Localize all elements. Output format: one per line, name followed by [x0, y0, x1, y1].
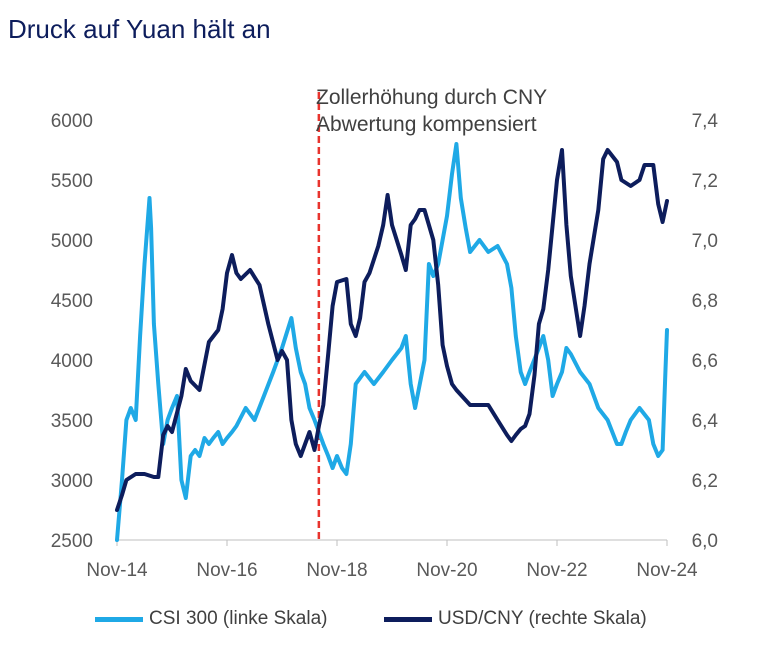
series-line-usdcny	[115, 148, 669, 512]
legend-swatch-usdcny	[384, 616, 432, 622]
annotation-label: Abwertung kompensiert	[316, 113, 537, 136]
legend-item-usdcny: USD/CNY (rechte Skala)	[384, 608, 647, 630]
y-left-tick-label: 5000	[51, 231, 93, 252]
legend-label-csi300: CSI 300 (linke Skala)	[149, 608, 328, 629]
y-right-tick-label: 6,6	[692, 351, 718, 372]
chart-title: Druck auf Yuan hält an	[8, 14, 271, 44]
y-left-tick-label: 2500	[51, 531, 93, 552]
y-right-tick-label: 6,8	[692, 291, 718, 312]
x-tick-label: Nov-22	[526, 560, 587, 581]
legend-swatch-csi300	[95, 616, 143, 622]
x-tick-label: Nov-20	[416, 560, 477, 581]
y-left-tick-label: 4500	[51, 291, 93, 312]
x-tick-label: Nov-16	[196, 560, 257, 581]
x-tick-label: Nov-18	[306, 560, 367, 581]
chart-area: 2500 3000 3500 4000 4500 5000 5500 6000 6,0 6,2 6,…	[51, 86, 719, 581]
y-right-tick-label: 7,4	[692, 111, 719, 132]
y-left-tick-label: 3000	[51, 471, 93, 492]
y-right-tick-label: 6,2	[692, 471, 718, 492]
x-tick-label: Nov-24	[636, 560, 698, 581]
y-right-tick-label: 6,4	[692, 411, 719, 432]
annotation-label: Zollerhöhung durch CNY	[316, 86, 547, 109]
y-left-tick-label: 3500	[51, 411, 93, 432]
y-right-tick-label: 7,2	[692, 171, 718, 192]
y-left-tick-label: 5500	[51, 171, 93, 192]
series-line-csi300	[115, 142, 669, 542]
y-right-tick-label: 7,0	[692, 231, 718, 252]
y-right-tick-label: 6,0	[692, 531, 718, 552]
legend-item-csi300: CSI 300 (linke Skala)	[95, 608, 327, 630]
y-left-tick-label: 6000	[51, 111, 93, 132]
legend-label-usdcny: USD/CNY (rechte Skala)	[438, 608, 647, 629]
y-left-tick-label: 4000	[51, 351, 93, 372]
x-tick-label: Nov-14	[86, 560, 148, 581]
